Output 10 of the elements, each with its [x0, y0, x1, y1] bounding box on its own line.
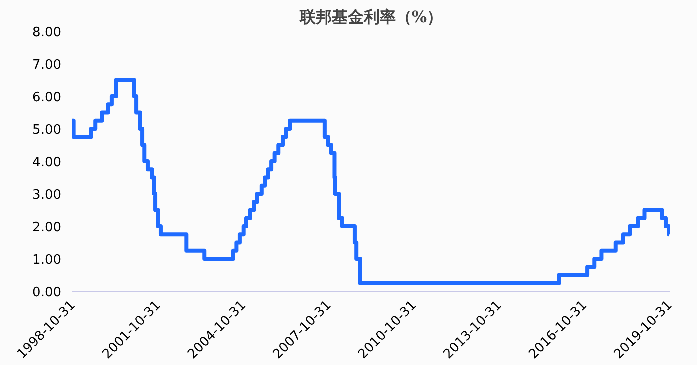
y-tick-label: 3.00	[32, 188, 62, 203]
y-tick-label: 1.00	[32, 253, 62, 268]
y-tick-label: 2.00	[32, 220, 62, 236]
y-tick-label: 8.00	[32, 26, 62, 40]
y-tick-label: 6.00	[32, 90, 62, 106]
y-tick-label: 7.00	[32, 58, 62, 73]
chart-title: 联邦基金利率（%）	[298, 8, 444, 26]
y-tick-label: 4.00	[32, 156, 62, 170]
y-tick-label: 0.00	[32, 286, 62, 300]
y-tick-label: 5.00	[32, 123, 62, 138]
